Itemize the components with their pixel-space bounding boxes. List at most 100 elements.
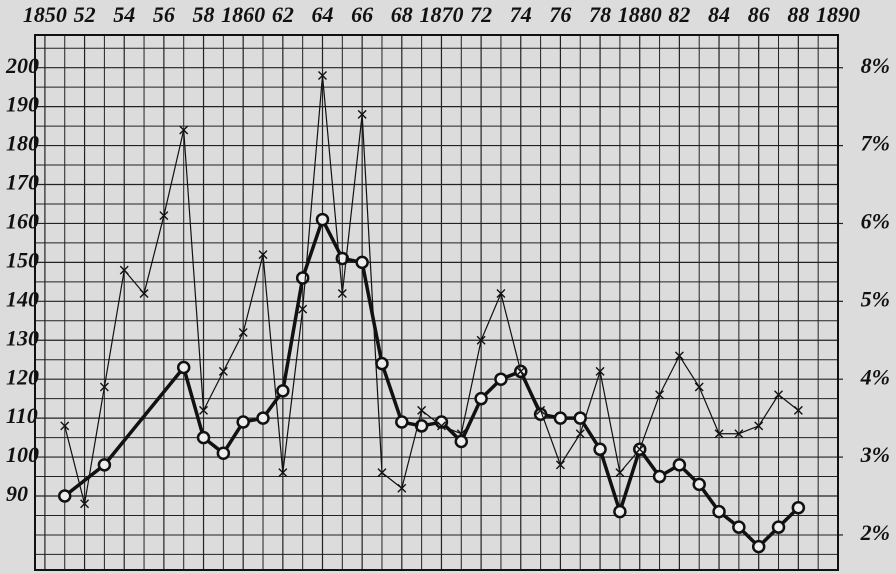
x-tick-label: 62 [272, 2, 294, 27]
point [375, 356, 389, 371]
y2-tick-label: 2% [860, 520, 890, 545]
point [615, 468, 625, 478]
point [635, 444, 645, 454]
y-tick-label: 140 [6, 286, 39, 311]
point [57, 489, 72, 503]
point [476, 335, 486, 345]
point [119, 265, 129, 275]
point [295, 271, 310, 285]
point [536, 405, 546, 415]
y-tick-label: 120 [6, 364, 39, 389]
y-tick-label: 180 [6, 131, 39, 156]
point [317, 70, 327, 80]
y-tick-label: 100 [6, 442, 39, 467]
point [256, 411, 270, 425]
point [774, 390, 784, 400]
point [436, 421, 446, 431]
x-tick-label: 88 [787, 2, 809, 27]
point [236, 415, 250, 429]
x-tick-label: 84 [708, 2, 730, 27]
x-tick-label: 64 [311, 2, 333, 27]
x-tick-label: 68 [391, 2, 413, 27]
x-tick-label: 52 [74, 2, 96, 27]
plot-frame [34, 34, 839, 571]
point [714, 429, 724, 439]
point [397, 483, 407, 493]
point [278, 468, 288, 478]
y2-tick-label: 7% [861, 131, 890, 156]
y-tick-label: 200 [5, 53, 39, 78]
x-tick-label: 58 [193, 2, 215, 27]
y-tick-label: 110 [6, 403, 38, 428]
thick-line [63, 217, 800, 549]
y-tick-label: 150 [6, 247, 39, 272]
point [276, 384, 290, 398]
point [712, 504, 726, 519]
x-tick-label: 86 [748, 2, 770, 27]
point [516, 366, 526, 376]
x-tick-label: 72 [470, 2, 492, 27]
point [355, 255, 369, 270]
x-tick-label: 1850 [23, 2, 67, 27]
point [672, 458, 687, 472]
point [218, 366, 228, 376]
x-tick-label: 1860 [221, 2, 265, 27]
point [652, 469, 667, 484]
point [732, 520, 746, 534]
x-tick-label: 66 [351, 2, 373, 27]
point [613, 504, 627, 519]
point [494, 372, 508, 386]
point [692, 477, 706, 492]
point [555, 460, 565, 470]
point [456, 429, 466, 439]
point [315, 212, 330, 227]
point [553, 411, 568, 425]
x-tick-label: 76 [549, 2, 571, 27]
point [60, 421, 70, 431]
point [751, 539, 766, 554]
x-tick-label: 56 [153, 2, 175, 27]
y-tick-label: 90 [6, 481, 28, 506]
x-tick-label: 54 [113, 2, 135, 27]
point [496, 289, 506, 299]
point [298, 304, 308, 314]
point [258, 250, 268, 260]
point [196, 430, 211, 445]
point [754, 421, 764, 431]
y2-tick-label: 8% [861, 53, 890, 78]
x-tick-label: 82 [668, 2, 690, 27]
point [176, 360, 191, 375]
point [734, 429, 744, 439]
point [377, 468, 387, 478]
point [595, 366, 605, 376]
point [337, 289, 347, 299]
point [694, 382, 704, 392]
point [593, 442, 607, 457]
point [395, 415, 409, 429]
y-tick-label: 170 [6, 170, 39, 195]
point [139, 289, 149, 299]
point [199, 405, 209, 415]
point [575, 429, 585, 439]
y-tick-label: 190 [6, 92, 39, 117]
point [474, 391, 488, 406]
point [179, 125, 189, 135]
x-tick-label: 78 [589, 2, 611, 27]
point [655, 390, 665, 400]
x-tick-label: 1870 [419, 2, 463, 27]
y-tick-label: 160 [6, 209, 39, 234]
point [238, 327, 248, 337]
y-tick-label: 130 [6, 325, 39, 350]
point [99, 382, 109, 392]
point [97, 458, 112, 472]
point [674, 351, 684, 361]
x-tick-label: 74 [510, 2, 532, 27]
point [357, 109, 367, 119]
point [454, 434, 469, 449]
point [771, 520, 786, 534]
point [159, 211, 169, 221]
point [793, 405, 803, 415]
point [216, 446, 231, 460]
